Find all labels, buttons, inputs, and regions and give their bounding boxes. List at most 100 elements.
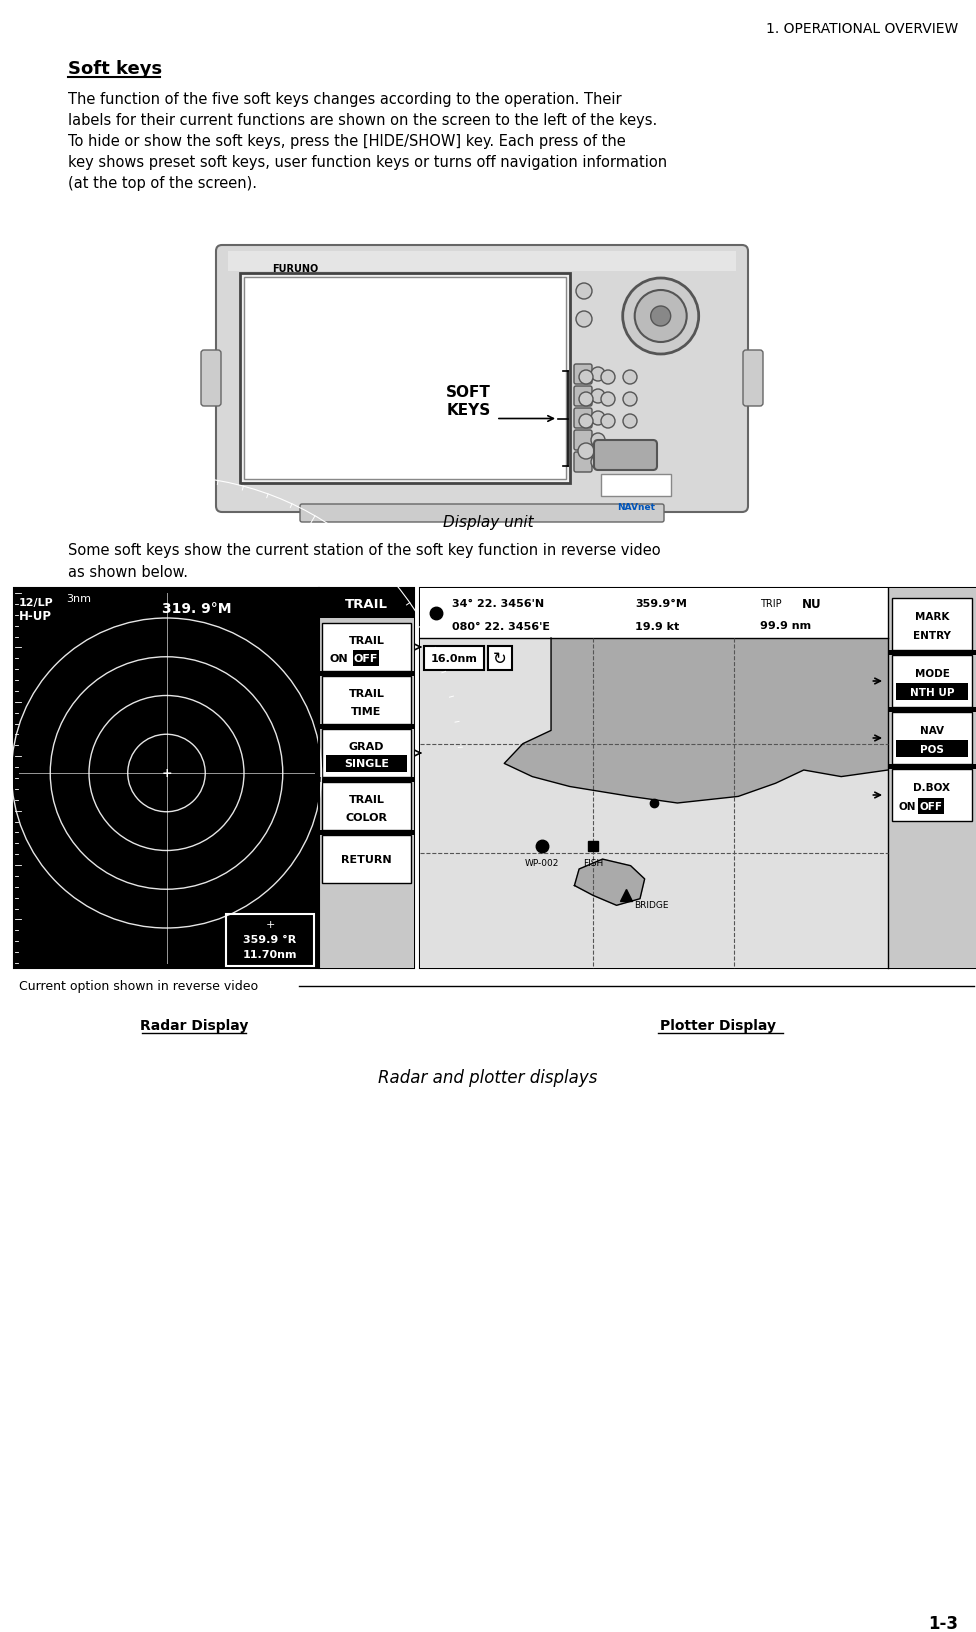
Bar [601, 475, 671, 496]
Circle shape [601, 370, 615, 385]
Circle shape [623, 279, 699, 354]
Text: 3nm: 3nm [66, 594, 91, 604]
FancyBboxPatch shape [574, 387, 592, 406]
Text: Soft keys: Soft keys [68, 60, 162, 78]
Text: WP-002: WP-002 [524, 858, 559, 867]
Text: MARK: MARK [915, 612, 950, 622]
Text: TIME: TIME [351, 707, 382, 716]
Bar [319, 589, 414, 968]
Text: NAV: NAV [920, 726, 944, 736]
Circle shape [601, 415, 615, 429]
Circle shape [651, 307, 671, 326]
Bar [918, 800, 944, 814]
Text: SOFT
KEYS: SOFT KEYS [446, 385, 491, 418]
Bar [319, 589, 414, 619]
Circle shape [579, 370, 593, 385]
Text: TRAIL: TRAIL [348, 689, 385, 698]
Bar [322, 677, 411, 725]
Bar [892, 713, 972, 764]
Bar [319, 831, 414, 836]
FancyBboxPatch shape [216, 246, 748, 512]
Text: key shows preset soft keys, user function keys or turns off navigation informati: key shows preset soft keys, user functio… [68, 155, 668, 170]
Text: H-UP: H-UP [19, 610, 52, 623]
Text: 359.9°M: 359.9°M [635, 599, 687, 609]
Bar [226, 914, 314, 966]
Circle shape [579, 393, 593, 406]
Text: TRAIL: TRAIL [348, 795, 385, 805]
Text: OFF: OFF [919, 801, 943, 813]
Text: ENTRY: ENTRY [914, 632, 951, 641]
Text: SINGLE: SINGLE [344, 759, 389, 769]
Circle shape [623, 415, 637, 429]
Text: GRAD: GRAD [348, 741, 385, 751]
Text: as shown below.: as shown below. [68, 565, 188, 579]
Text: 11.70nm: 11.70nm [243, 950, 298, 960]
Bar [488, 646, 512, 671]
Text: OFF: OFF [353, 653, 378, 663]
Bar [352, 650, 379, 666]
Text: 319. 9°M: 319. 9°M [162, 602, 231, 615]
Text: FURUNO: FURUNO [272, 264, 318, 274]
Text: +: + [161, 767, 172, 780]
Bar [420, 638, 888, 968]
Text: TRAIL: TRAIL [348, 635, 385, 645]
Text: BRIDGE: BRIDGE [634, 901, 669, 911]
FancyBboxPatch shape [743, 351, 763, 406]
Text: +: + [265, 919, 274, 930]
FancyBboxPatch shape [201, 351, 221, 406]
Text: MODE: MODE [915, 669, 950, 679]
Text: D.BOX: D.BOX [914, 783, 951, 793]
Text: POS: POS [920, 744, 944, 754]
Text: Radar Display: Radar Display [140, 1018, 248, 1033]
Text: Radar and plotter displays: Radar and plotter displays [379, 1069, 597, 1087]
Text: 1-3: 1-3 [928, 1614, 958, 1632]
Text: ↻: ↻ [493, 650, 507, 667]
FancyBboxPatch shape [574, 452, 592, 473]
Polygon shape [505, 638, 888, 803]
Bar [892, 770, 972, 821]
Circle shape [623, 393, 637, 406]
Bar [240, 274, 570, 483]
Text: ON: ON [899, 801, 916, 813]
Bar [888, 708, 976, 713]
Text: NTH UP: NTH UP [910, 687, 955, 697]
Text: 359.9 °R: 359.9 °R [243, 935, 297, 945]
Text: Current option shown in reverse video: Current option shown in reverse video [19, 979, 258, 992]
Bar [14, 589, 414, 968]
Bar [322, 623, 411, 672]
Text: Display unit: Display unit [443, 514, 533, 530]
Bar [892, 599, 972, 651]
Text: COLOR: COLOR [346, 813, 387, 823]
Bar [424, 646, 484, 671]
Text: NU: NU [802, 597, 822, 610]
Circle shape [591, 367, 605, 382]
Circle shape [623, 370, 637, 385]
Bar [896, 741, 968, 757]
Circle shape [634, 290, 687, 343]
Bar [322, 782, 411, 831]
FancyBboxPatch shape [574, 431, 592, 450]
Text: RETURN: RETURN [342, 855, 391, 865]
Circle shape [576, 284, 592, 300]
Text: 080° 22. 3456'E: 080° 22. 3456'E [452, 622, 550, 632]
Text: (at the top of the screen).: (at the top of the screen). [68, 176, 257, 191]
Bar [888, 589, 976, 968]
Bar [892, 656, 972, 708]
Text: 16.0nm: 16.0nm [430, 653, 477, 664]
Text: FISH: FISH [583, 858, 603, 867]
Text: 1. OPERATIONAL OVERVIEW: 1. OPERATIONAL OVERVIEW [766, 21, 958, 36]
Bar [319, 672, 414, 677]
Bar [420, 589, 888, 638]
Text: 19.9 kt: 19.9 kt [635, 622, 679, 632]
Text: 34° 22. 3456'N: 34° 22. 3456'N [452, 599, 545, 609]
Bar [888, 764, 976, 770]
Bar [244, 277, 566, 480]
Circle shape [591, 455, 605, 470]
Text: The function of the five soft keys changes according to the operation. Their: The function of the five soft keys chang… [68, 91, 622, 108]
Text: 99.9 nm: 99.9 nm [760, 620, 811, 630]
Bar [888, 651, 976, 656]
Text: Plotter Display: Plotter Display [660, 1018, 776, 1033]
Text: TRIP: TRIP [760, 599, 782, 609]
Circle shape [579, 415, 593, 429]
Bar [322, 836, 411, 883]
